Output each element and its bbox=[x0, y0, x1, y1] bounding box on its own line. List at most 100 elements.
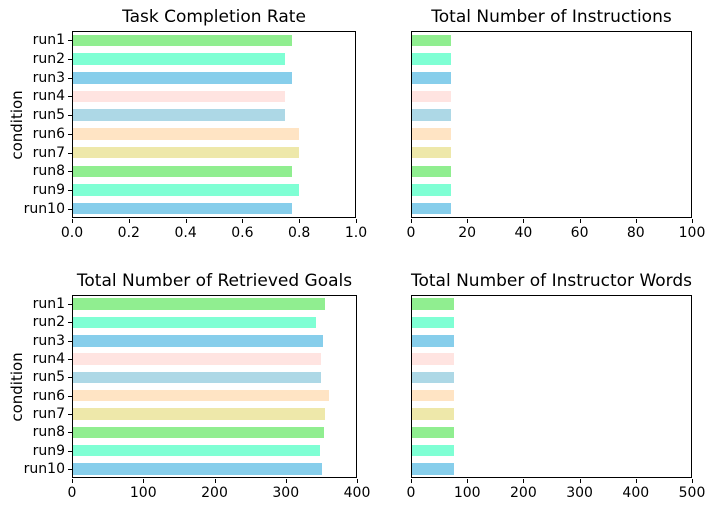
x-tick-mark bbox=[579, 479, 581, 483]
y-tick-label-run4: run4 bbox=[32, 351, 65, 368]
y-tick-label-run9: run9 bbox=[32, 442, 65, 459]
bar-run3 bbox=[73, 72, 293, 84]
bar-run9 bbox=[73, 444, 321, 457]
bar-run5 bbox=[73, 109, 286, 121]
chart-title: Total Number of Retrieved Goals bbox=[76, 271, 353, 291]
y-tick-label-run5: run5 bbox=[32, 369, 65, 386]
bar-run6 bbox=[73, 128, 300, 140]
y-tick-mark bbox=[68, 115, 72, 117]
y-tick-mark bbox=[68, 40, 72, 42]
x-tick-mark bbox=[411, 219, 412, 223]
bar-run6 bbox=[73, 389, 329, 402]
plot-area bbox=[72, 295, 357, 478]
x-tick-label: 300 bbox=[566, 485, 593, 501]
x-tick-label: 40 bbox=[514, 225, 533, 241]
bar-run5 bbox=[73, 371, 321, 384]
y-tick-mark bbox=[68, 152, 72, 154]
bar-run3 bbox=[412, 335, 454, 347]
bar-run4 bbox=[73, 353, 321, 365]
bar-run8 bbox=[73, 165, 293, 177]
x-tick-label: 300 bbox=[272, 485, 300, 501]
y-tick-mark bbox=[68, 189, 72, 191]
x-tick-mark bbox=[214, 479, 216, 483]
x-tick-label: 500 bbox=[678, 485, 706, 501]
bar-run7 bbox=[73, 408, 326, 420]
bar-run9 bbox=[412, 184, 452, 196]
x-tick-mark bbox=[299, 219, 301, 223]
bar-run10 bbox=[412, 463, 454, 475]
y-tick-mark bbox=[68, 377, 72, 379]
y-tick-mark bbox=[68, 413, 72, 415]
bar-run2 bbox=[412, 53, 452, 65]
bar-run3 bbox=[73, 335, 323, 347]
x-tick-label: 20 bbox=[458, 225, 477, 241]
x-tick-mark bbox=[411, 479, 412, 483]
x-tick-mark bbox=[692, 219, 693, 223]
x-tick-mark bbox=[72, 219, 73, 223]
y-tick-mark bbox=[68, 133, 72, 135]
x-tick-mark bbox=[285, 479, 287, 483]
x-tick-mark bbox=[635, 479, 637, 483]
bar-run5 bbox=[412, 371, 454, 384]
bar-run6 bbox=[412, 389, 454, 402]
y-tick-label-run1: run1 bbox=[32, 296, 65, 313]
y-tick-label-run10: run10 bbox=[23, 460, 65, 477]
x-tick-label: 0.8 bbox=[288, 225, 311, 241]
y-tick-label-run3: run3 bbox=[32, 69, 65, 86]
bar-run2 bbox=[73, 53, 286, 65]
x-tick-mark bbox=[143, 479, 145, 483]
x-tick-mark bbox=[128, 219, 130, 223]
x-tick-mark bbox=[579, 219, 581, 223]
x-tick-label: 1.0 bbox=[344, 225, 368, 241]
chart-title: Total Number of Instructions bbox=[431, 7, 672, 27]
x-tick-label: 200 bbox=[510, 485, 537, 501]
x-tick-mark bbox=[467, 479, 469, 483]
x-tick-label: 0 bbox=[406, 225, 416, 241]
y-tick-label-run7: run7 bbox=[32, 144, 65, 161]
bar-run4 bbox=[412, 90, 452, 103]
y-tick-label-run10: run10 bbox=[23, 200, 65, 217]
bar-run7 bbox=[412, 146, 452, 159]
y-tick-mark bbox=[68, 77, 72, 79]
x-tick-mark bbox=[242, 219, 244, 223]
y-tick-mark bbox=[68, 468, 72, 470]
x-tick-label: 0.2 bbox=[117, 225, 140, 241]
x-tick-mark bbox=[692, 479, 693, 483]
bar-run8 bbox=[73, 426, 324, 438]
x-tick-mark bbox=[635, 219, 637, 223]
x-tick-label: 200 bbox=[201, 485, 228, 501]
x-tick-mark bbox=[72, 479, 73, 483]
bar-run6 bbox=[412, 128, 452, 140]
x-tick-mark bbox=[523, 479, 525, 483]
y-tick-label-run2: run2 bbox=[32, 314, 65, 331]
x-tick-label: 400 bbox=[622, 485, 650, 501]
bar-run7 bbox=[73, 146, 300, 159]
x-tick-mark bbox=[467, 219, 469, 223]
bar-run1 bbox=[73, 298, 326, 310]
bar-run5 bbox=[412, 109, 452, 121]
chart-title: Task Completion Rate bbox=[122, 7, 306, 27]
y-tick-mark bbox=[68, 59, 72, 61]
x-tick-mark bbox=[523, 219, 525, 223]
bar-run10 bbox=[412, 202, 452, 215]
y-tick-label-run5: run5 bbox=[32, 107, 65, 124]
chart-title: Total Number of Instructor Words bbox=[410, 271, 693, 291]
x-tick-label: 60 bbox=[570, 225, 589, 241]
plot-area bbox=[72, 31, 356, 218]
bar-run3 bbox=[412, 72, 452, 84]
y-tick-label-run7: run7 bbox=[32, 405, 65, 422]
x-tick-label: 100 bbox=[453, 485, 481, 501]
y-tick-mark bbox=[68, 171, 72, 173]
y-tick-label-run6: run6 bbox=[32, 125, 65, 142]
bar-run9 bbox=[412, 444, 454, 457]
bar-run4 bbox=[73, 90, 286, 103]
x-tick-label: 100 bbox=[678, 225, 706, 241]
x-tick-label: 0 bbox=[67, 485, 77, 501]
bar-run1 bbox=[412, 34, 452, 47]
bar-run1 bbox=[73, 34, 293, 47]
y-tick-label-run2: run2 bbox=[32, 51, 65, 68]
